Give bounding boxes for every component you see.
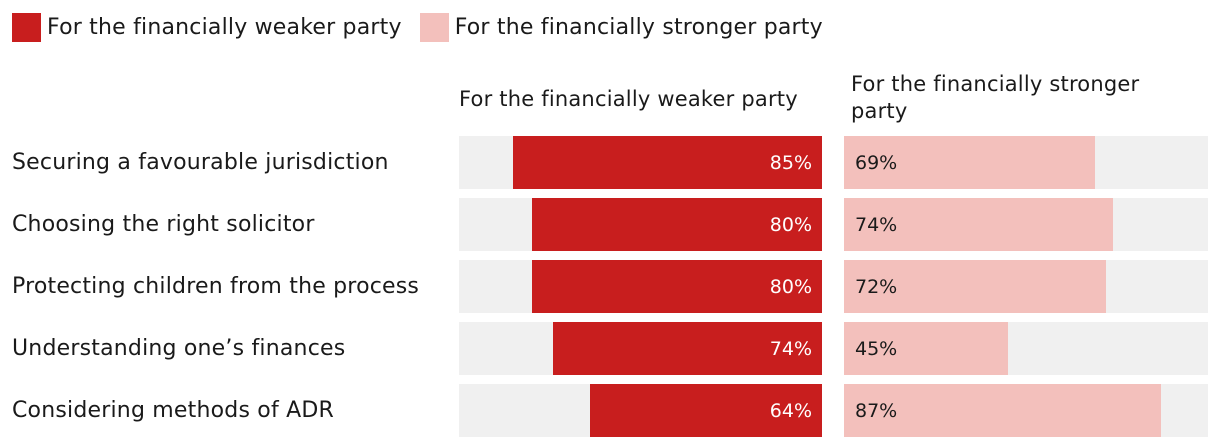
bar-weaker: [513, 136, 822, 189]
bar-track-weaker: 74%: [459, 322, 822, 375]
category-label: Choosing the right solicitor: [12, 212, 315, 237]
bar-weaker: [590, 384, 822, 437]
data-label-weaker: 64%: [769, 399, 812, 422]
legend-swatch-stronger: [419, 12, 449, 42]
bar-track-weaker: 80%: [459, 260, 822, 313]
bar-track-weaker: 85%: [459, 136, 822, 189]
bar-weaker: [553, 322, 822, 375]
legend-label-stronger: For the financially stronger party: [454, 14, 823, 40]
data-label-stronger: 74%: [855, 213, 898, 236]
bar-track-stronger: 69%: [844, 136, 1208, 189]
legend-item-stronger: For the financially stronger party: [419, 12, 823, 42]
bar-stronger: [844, 384, 1161, 437]
column-header-stronger: For the financially stronger party: [851, 72, 1140, 123]
data-label-stronger: 45%: [855, 337, 898, 360]
data-label-weaker: 74%: [769, 337, 812, 360]
bar-stronger: [844, 322, 1008, 375]
bar-track-stronger: 72%: [844, 260, 1208, 313]
bar-track-stronger: 74%: [844, 198, 1208, 251]
data-label-stronger: 72%: [855, 275, 898, 298]
category-label: Understanding one’s finances: [12, 336, 346, 361]
legend: For the financially weaker party For the…: [12, 12, 841, 42]
bar-track-weaker: 80%: [459, 198, 822, 251]
data-label-weaker: 80%: [769, 275, 812, 298]
data-label-stronger: 87%: [855, 399, 898, 422]
bar-stronger: [844, 198, 1113, 251]
legend-item-weaker: For the financially weaker party: [12, 12, 402, 42]
data-label-weaker: 85%: [769, 151, 812, 174]
data-label-weaker: 80%: [769, 213, 812, 236]
bar-weaker: [532, 260, 822, 313]
bar-stronger: [844, 260, 1106, 313]
data-label-stronger: 69%: [855, 151, 898, 174]
legend-label-weaker: For the financially weaker party: [47, 14, 402, 40]
bar-track-weaker: 64%: [459, 384, 822, 437]
column-header-weaker: For the financially weaker party: [459, 87, 798, 111]
bar-stronger: [844, 136, 1095, 189]
category-label: Securing a favourable jurisdiction: [12, 150, 389, 175]
legend-swatch-weaker: [12, 12, 41, 42]
category-label: Protecting children from the process: [12, 274, 420, 299]
bar-track-stronger: 87%: [844, 384, 1208, 437]
bar-weaker: [532, 198, 822, 251]
bar-track-stronger: 45%: [844, 322, 1208, 375]
category-label: Considering methods of ADR: [12, 398, 334, 423]
